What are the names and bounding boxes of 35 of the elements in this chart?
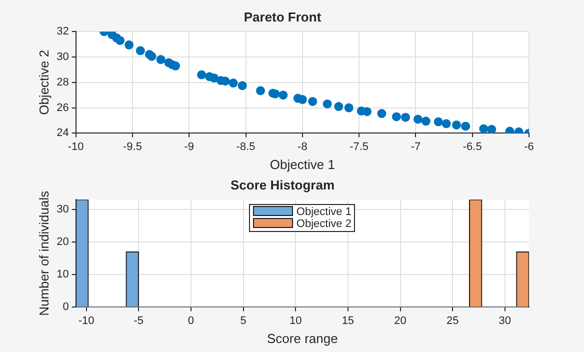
y-tick-label: 10	[56, 268, 69, 281]
y-tick-label: 30	[56, 203, 69, 216]
x-tick-label: -9.5	[122, 140, 142, 153]
x-tick-label: -8.5	[236, 140, 256, 153]
x-tick-label: -10	[78, 314, 94, 327]
y-tick-label: 0	[62, 301, 69, 314]
legend-label: Objective 1	[296, 206, 352, 218]
chart-title: Score Histogram	[230, 177, 335, 192]
x-tick-label: -6	[524, 140, 534, 153]
y-axis-title: Objective 2	[36, 50, 52, 115]
y-axis-title: Number of individuals	[36, 190, 52, 316]
x-tick-label: 0	[188, 314, 194, 327]
x-tick-label: 30	[498, 314, 512, 327]
x-tick-label: -5	[134, 314, 144, 327]
x-axis-title: Objective 1	[270, 156, 335, 172]
x-tick-label: -8	[298, 140, 308, 153]
x-tick-label: -10	[68, 140, 84, 153]
y-tick-label: 32	[56, 26, 69, 38]
legend-label: Objective 2	[296, 218, 352, 230]
x-tick-label: 10	[289, 314, 302, 327]
x-axis-title: Score range	[267, 330, 338, 346]
x-tick-label: -9	[184, 140, 194, 153]
y-tick-label: 26	[56, 102, 69, 114]
y-tick-label: 30	[56, 51, 69, 64]
x-tick-label: 15	[342, 314, 354, 327]
x-tick-label: -7.5	[350, 140, 369, 153]
x-tick-label: -6.5	[462, 140, 482, 153]
x-tick-label: 5	[240, 314, 246, 327]
x-tick-label: -7	[410, 140, 421, 153]
y-tick-label: 24	[56, 127, 69, 140]
x-tick-label: 20	[394, 314, 406, 327]
y-tick-label: 20	[56, 236, 69, 248]
x-tick-label: 25	[446, 314, 459, 327]
chart-title: Pareto Front	[244, 9, 322, 24]
y-tick-label: 28	[56, 76, 69, 88]
